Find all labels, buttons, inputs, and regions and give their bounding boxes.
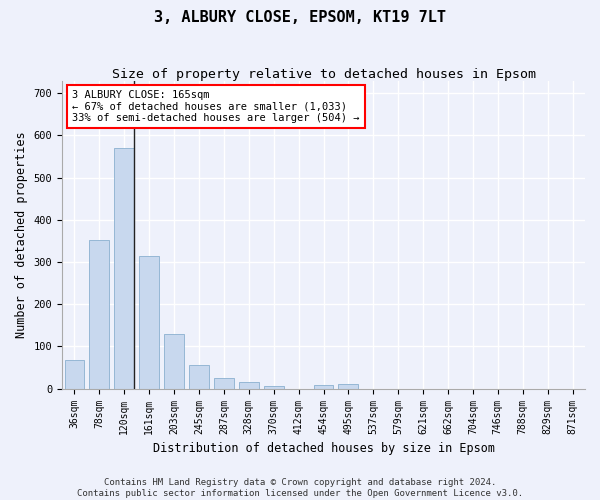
Bar [314,385,334,388]
Bar [264,386,284,388]
Bar [189,364,209,388]
Bar [89,240,109,388]
Bar [239,382,259,388]
Bar [115,148,134,388]
Text: 3, ALBURY CLOSE, EPSOM, KT19 7LT: 3, ALBURY CLOSE, EPSOM, KT19 7LT [154,10,446,25]
Bar [338,384,358,388]
Text: 3 ALBURY CLOSE: 165sqm
← 67% of detached houses are smaller (1,033)
33% of semi-: 3 ALBURY CLOSE: 165sqm ← 67% of detached… [73,90,360,123]
Title: Size of property relative to detached houses in Epsom: Size of property relative to detached ho… [112,68,536,80]
Y-axis label: Number of detached properties: Number of detached properties [15,132,28,338]
Bar [65,360,85,388]
Bar [214,378,234,388]
Text: Contains HM Land Registry data © Crown copyright and database right 2024.
Contai: Contains HM Land Registry data © Crown c… [77,478,523,498]
X-axis label: Distribution of detached houses by size in Epsom: Distribution of detached houses by size … [152,442,494,455]
Bar [139,256,159,388]
Bar [164,334,184,388]
